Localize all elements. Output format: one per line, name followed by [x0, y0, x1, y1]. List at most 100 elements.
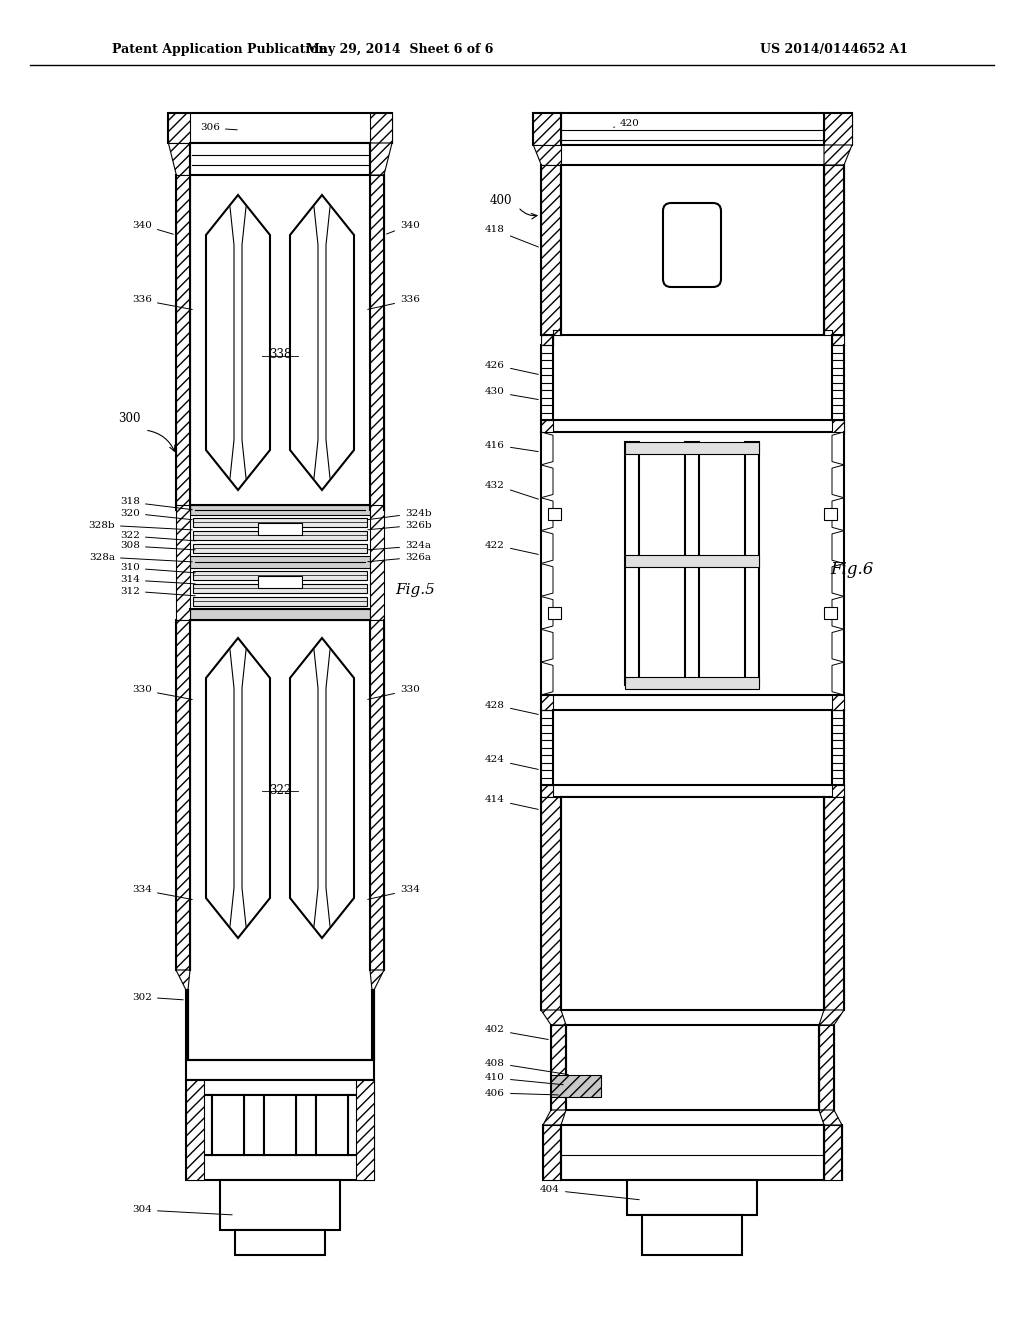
Polygon shape — [244, 1096, 264, 1155]
Polygon shape — [831, 564, 844, 597]
Polygon shape — [370, 506, 384, 620]
Polygon shape — [176, 620, 190, 970]
Polygon shape — [625, 554, 759, 568]
Polygon shape — [831, 663, 844, 696]
Polygon shape — [190, 609, 370, 620]
Polygon shape — [186, 1155, 374, 1180]
Polygon shape — [541, 785, 844, 797]
Text: 306: 306 — [200, 124, 238, 132]
Polygon shape — [168, 114, 190, 143]
Polygon shape — [348, 1096, 374, 1155]
Polygon shape — [566, 1026, 819, 1110]
Polygon shape — [168, 143, 190, 176]
FancyBboxPatch shape — [663, 203, 721, 286]
Polygon shape — [186, 990, 188, 1060]
Polygon shape — [819, 1026, 834, 1110]
Polygon shape — [548, 508, 561, 520]
Polygon shape — [186, 1096, 212, 1155]
Polygon shape — [193, 572, 367, 579]
Polygon shape — [824, 165, 844, 335]
Polygon shape — [685, 442, 699, 685]
Polygon shape — [186, 1080, 204, 1180]
Text: 318: 318 — [120, 498, 193, 510]
Polygon shape — [543, 1125, 561, 1180]
Polygon shape — [831, 335, 844, 345]
Text: 408: 408 — [485, 1059, 568, 1074]
Polygon shape — [176, 176, 190, 510]
Polygon shape — [290, 638, 354, 939]
Polygon shape — [541, 597, 553, 630]
Text: 340: 340 — [387, 220, 420, 234]
Polygon shape — [824, 145, 852, 165]
Text: 336: 336 — [132, 296, 193, 309]
Polygon shape — [625, 442, 759, 454]
Text: 314: 314 — [120, 576, 196, 585]
Polygon shape — [824, 797, 844, 1010]
Polygon shape — [193, 531, 367, 540]
Polygon shape — [831, 597, 844, 630]
Polygon shape — [193, 597, 367, 606]
Polygon shape — [190, 506, 370, 515]
Text: 320: 320 — [120, 508, 193, 520]
Polygon shape — [541, 335, 553, 345]
Polygon shape — [745, 442, 759, 685]
Polygon shape — [642, 1214, 742, 1255]
Text: 418: 418 — [485, 226, 539, 247]
Polygon shape — [541, 785, 553, 797]
Polygon shape — [561, 797, 824, 1010]
Text: 404: 404 — [540, 1185, 639, 1200]
Text: 430: 430 — [485, 388, 539, 400]
Text: May 29, 2014  Sheet 6 of 6: May 29, 2014 Sheet 6 of 6 — [306, 44, 494, 57]
Text: 336: 336 — [368, 296, 420, 309]
Polygon shape — [190, 143, 370, 176]
Polygon shape — [541, 696, 553, 710]
Polygon shape — [541, 165, 561, 335]
Text: 416: 416 — [485, 441, 539, 451]
Text: 330: 330 — [132, 685, 193, 700]
Text: 304: 304 — [132, 1205, 232, 1214]
Polygon shape — [206, 195, 270, 490]
Polygon shape — [831, 498, 844, 531]
Text: 410: 410 — [485, 1073, 563, 1085]
Polygon shape — [541, 432, 553, 465]
Text: 310: 310 — [120, 564, 196, 573]
Polygon shape — [534, 114, 852, 145]
Text: 330: 330 — [368, 685, 420, 700]
Text: Fig.5: Fig.5 — [395, 583, 435, 597]
Polygon shape — [551, 1026, 566, 1110]
Polygon shape — [831, 785, 844, 797]
Text: Fig.6: Fig.6 — [830, 561, 873, 578]
Polygon shape — [831, 630, 844, 663]
Text: 312: 312 — [120, 586, 196, 595]
Polygon shape — [824, 114, 852, 145]
Text: 308: 308 — [120, 541, 196, 550]
Polygon shape — [541, 1010, 566, 1026]
Polygon shape — [186, 1060, 374, 1080]
Text: 422: 422 — [485, 540, 539, 554]
Text: 402: 402 — [485, 1026, 548, 1040]
Text: 338: 338 — [269, 348, 291, 362]
Polygon shape — [561, 1125, 824, 1180]
Text: 328a: 328a — [89, 553, 193, 562]
Polygon shape — [824, 607, 837, 619]
Polygon shape — [370, 970, 384, 990]
Polygon shape — [541, 663, 553, 696]
Text: Patent Application Publication: Patent Application Publication — [112, 44, 328, 57]
Polygon shape — [176, 970, 190, 990]
Text: 302: 302 — [132, 993, 183, 1002]
Text: 322: 322 — [120, 532, 196, 541]
Text: 324a: 324a — [368, 541, 431, 550]
Text: 340: 340 — [132, 220, 173, 234]
Text: 334: 334 — [132, 886, 193, 899]
Polygon shape — [541, 420, 553, 432]
Polygon shape — [290, 195, 354, 490]
Text: US 2014/0144652 A1: US 2014/0144652 A1 — [760, 44, 908, 57]
Polygon shape — [543, 1110, 566, 1125]
Text: 322: 322 — [269, 784, 291, 796]
Polygon shape — [541, 797, 561, 1010]
Text: 300: 300 — [118, 412, 140, 425]
Text: 414: 414 — [485, 796, 539, 809]
Polygon shape — [831, 531, 844, 564]
Text: 326b: 326b — [368, 520, 432, 529]
Polygon shape — [627, 1180, 757, 1214]
